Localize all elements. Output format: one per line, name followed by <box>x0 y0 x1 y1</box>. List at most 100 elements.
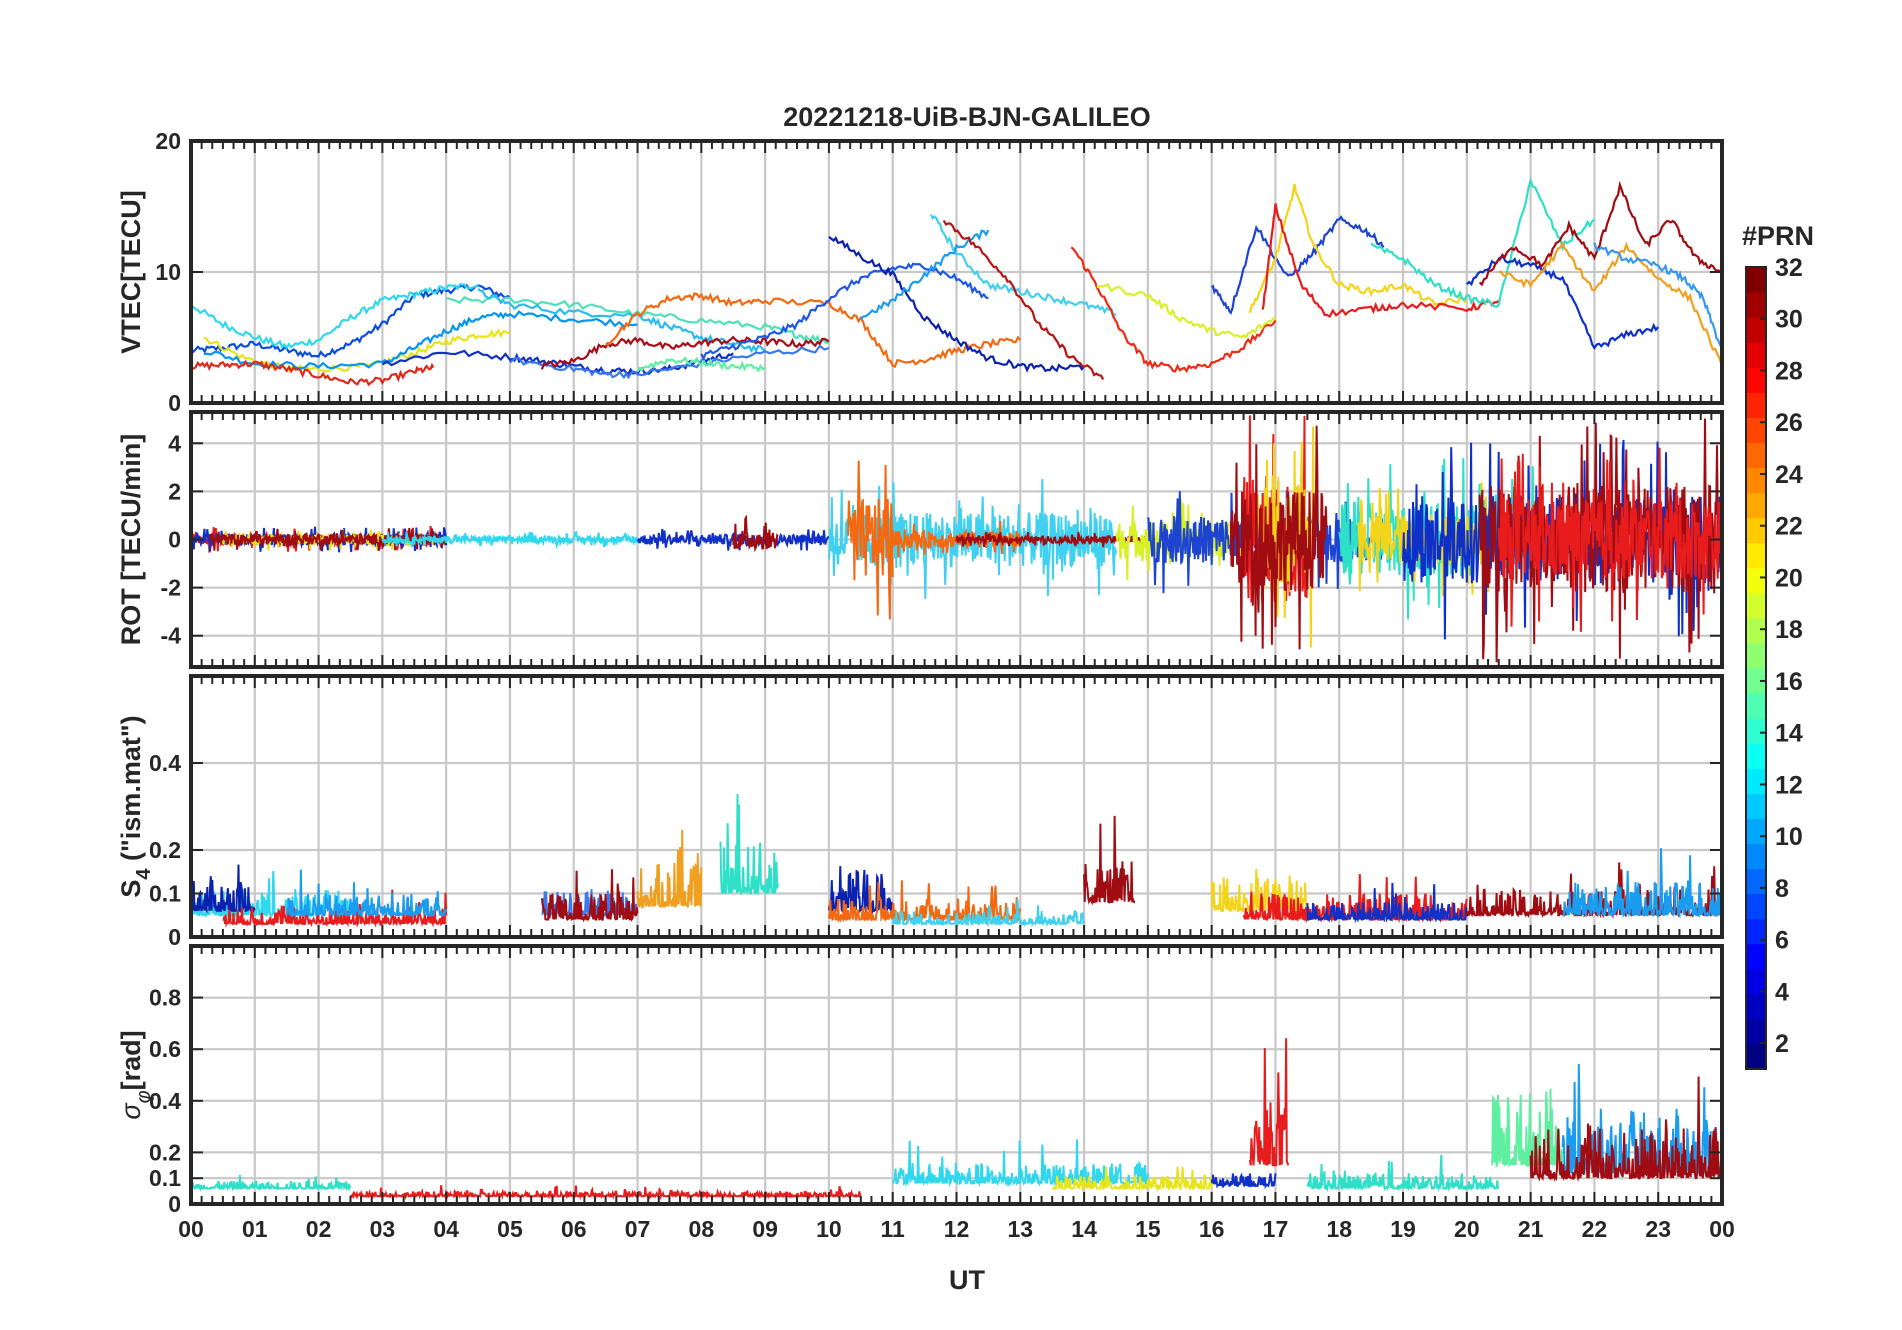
colorbar-tick-label: 10 <box>1775 823 1803 851</box>
colorbar-segment <box>1746 943 1766 970</box>
colorbar-segment <box>1746 1018 1766 1045</box>
colorbar-segment <box>1746 818 1766 845</box>
colorbar-segment <box>1746 768 1766 794</box>
x-tick-label: 21 <box>1518 1216 1544 1242</box>
y-tick-label: 0.4 <box>149 750 181 776</box>
series-line <box>636 356 766 373</box>
series-line <box>1096 282 1276 339</box>
colorbar-segment <box>1746 668 1766 694</box>
series-line <box>477 287 766 354</box>
series-line <box>445 295 830 345</box>
series-line <box>700 262 989 361</box>
x-tick-label: 12 <box>944 1216 970 1242</box>
colorbar-tick-label: 2 <box>1775 1030 1789 1058</box>
x-tick-label: 14 <box>1071 1216 1097 1242</box>
y-axis-label: ROT [TECU/min] <box>116 434 146 645</box>
series-line <box>636 528 830 551</box>
x-tick-label: 23 <box>1645 1216 1671 1242</box>
y-tick-label: 0.2 <box>149 837 181 863</box>
colorbar-segment <box>1746 267 1766 293</box>
series-line <box>191 283 479 350</box>
colorbar-segment <box>1746 918 1766 945</box>
colorbar-tick-label: 8 <box>1775 875 1789 903</box>
x-tick-label: 17 <box>1263 1216 1289 1242</box>
colorbar-segment <box>1746 567 1766 594</box>
x-tick-label: 06 <box>561 1216 587 1242</box>
series-line <box>942 219 1105 380</box>
x-tick-label: 00 <box>178 1216 204 1242</box>
series-line <box>930 214 1117 318</box>
y-axis-label: S4 ("ism.mat") <box>116 715 155 897</box>
series-group <box>191 793 1722 928</box>
y-tick-label: 10 <box>155 259 181 285</box>
series-line <box>1478 418 1722 663</box>
x-tick-label: 10 <box>816 1216 842 1242</box>
y-tick-label: 4 <box>168 430 181 456</box>
y-tick-label: 0.6 <box>149 1036 181 1062</box>
panel-s4: 00.10.20.4S4 ("ism.mat") <box>116 674 1724 950</box>
x-tick-label: 16 <box>1199 1216 1225 1242</box>
series-line <box>285 869 448 920</box>
colorbar-tick-label: 14 <box>1775 720 1803 748</box>
panel-sigma: 00.10.2 0.4 0.6 0.8 σφ[rad] <box>116 944 1724 1217</box>
x-tick-label: 04 <box>433 1216 459 1242</box>
series-line <box>1210 868 1309 914</box>
series-line <box>203 310 638 370</box>
y-axis-label: σφ[rad] <box>116 1030 155 1119</box>
y-axis-label-rest: [rad] <box>116 1030 146 1090</box>
series-line <box>350 1185 862 1201</box>
x-tick-label: 13 <box>1007 1216 1033 1242</box>
colorbar-tick-label: 32 <box>1775 254 1803 282</box>
series-line <box>1497 447 1722 632</box>
series-line <box>191 283 511 358</box>
series-line <box>509 344 830 380</box>
colorbar-tick-label: 22 <box>1775 513 1803 541</box>
x-tick-label: 08 <box>689 1216 715 1242</box>
series-line <box>1491 1088 1564 1169</box>
series-group <box>191 415 1722 663</box>
colorbar-segment <box>1746 317 1766 343</box>
series-line <box>636 829 703 909</box>
series-line <box>1083 815 1136 906</box>
colorbar-tick-label: 24 <box>1775 461 1803 489</box>
x-tick-label: 18 <box>1326 1216 1352 1242</box>
colorbar-segment <box>1746 743 1766 769</box>
series-line <box>191 864 256 915</box>
colorbar-segment <box>1746 868 1766 895</box>
series-line <box>1248 1038 1290 1167</box>
colorbar-segment <box>1746 843 1766 870</box>
panel-vtec: 0 10 20 VTEC[TECU] <box>116 128 1724 416</box>
y-tick-label: -4 <box>161 623 182 649</box>
y-tick-label: 0.2 <box>149 1139 181 1165</box>
panel-rot: -4 -2 0 2 4 ROT [TECU/min] <box>116 410 1724 669</box>
y-tick-label: 20 <box>155 128 181 154</box>
y-axis-label-sub: φ <box>133 1090 155 1103</box>
y-axis-label-sub: 4 <box>133 868 155 880</box>
y-tick-label: 0 <box>168 1191 181 1217</box>
colorbar-segment <box>1746 442 1766 469</box>
series-line <box>891 899 1086 928</box>
series-line <box>1562 848 1722 919</box>
x-tick-label: 09 <box>752 1216 778 1242</box>
series-line <box>605 292 1022 368</box>
series-line <box>1498 241 1722 367</box>
colorbar-segment <box>1746 592 1766 619</box>
series-line <box>828 236 1085 373</box>
colorbar-segment <box>1746 517 1766 544</box>
colorbar-tick-label: 18 <box>1775 616 1803 644</box>
colorbar-segment <box>1746 492 1766 519</box>
x-tick-label: 03 <box>370 1216 396 1242</box>
colorbar-segment <box>1746 968 1766 995</box>
series-line <box>1248 183 1468 314</box>
y-axis-label-main: σ <box>116 1102 146 1120</box>
colorbar-segment <box>1746 793 1766 819</box>
x-axis: 00 01 02 03 04 05 06 07 08 09 10 11 12 13 14 15 16 17 18 19… <box>178 1216 1735 1242</box>
y-tick-label: 0 <box>168 527 181 553</box>
colorbar-segment <box>1746 417 1766 444</box>
series-line <box>540 335 830 370</box>
x-tick-label: 05 <box>497 1216 523 1242</box>
colorbar-tick-label: 4 <box>1775 978 1789 1006</box>
colorbar-frame <box>1745 266 1767 1070</box>
